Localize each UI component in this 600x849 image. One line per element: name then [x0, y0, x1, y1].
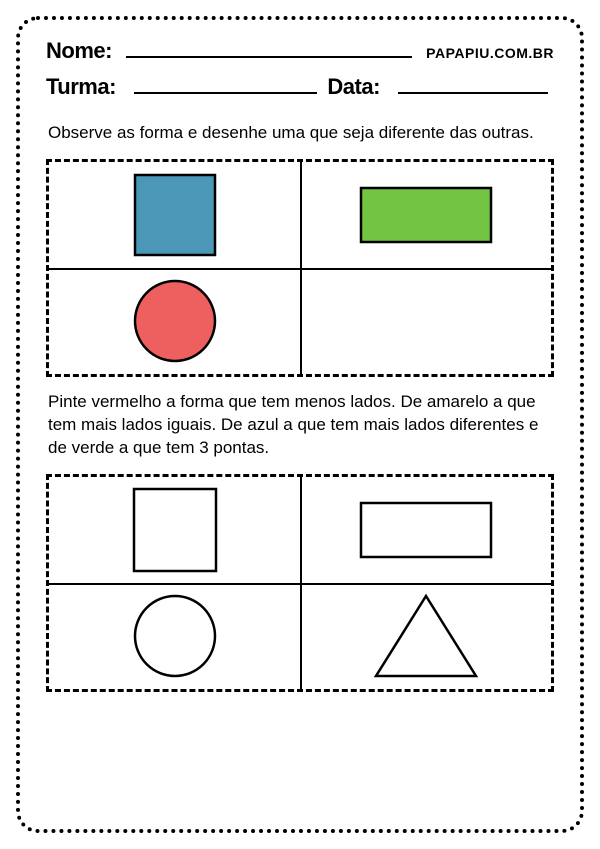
rectangle-shape — [358, 500, 494, 560]
grid-cell — [300, 477, 551, 583]
data-blank-line[interactable] — [398, 76, 548, 94]
data-label: Data: — [327, 74, 380, 100]
header-row-name: Nome: PAPAPIU.COM.BR — [46, 38, 554, 64]
circle-shape — [132, 278, 218, 364]
instruction-1: Observe as forma e desenhe uma que seja … — [48, 122, 552, 145]
content-area: Nome: PAPAPIU.COM.BR Turma: Data: Observ… — [22, 20, 578, 716]
rectangle-shape — [358, 185, 494, 245]
grid-cell — [49, 268, 300, 374]
turma-blank-line[interactable] — [134, 76, 317, 94]
triangle-shape — [373, 593, 479, 679]
grid-cell — [300, 268, 551, 374]
grid-cell — [49, 583, 300, 689]
grid-cell — [49, 477, 300, 583]
instruction-2: Pinte vermelho a forma que tem menos lad… — [48, 391, 552, 460]
name-blank-line[interactable] — [126, 40, 412, 58]
grid-cell — [49, 162, 300, 268]
worksheet-page: Nome: PAPAPIU.COM.BR Turma: Data: Observ… — [0, 0, 600, 849]
brand-text: PAPAPIU.COM.BR — [426, 45, 554, 61]
grid-cell — [300, 162, 551, 268]
shapes-grid-bottom — [46, 474, 554, 692]
grid-cell — [300, 583, 551, 689]
square-shape — [132, 172, 218, 258]
circle-shape — [132, 593, 218, 679]
shapes-grid-top — [46, 159, 554, 377]
square-shape — [131, 486, 219, 574]
header-row-turma-data: Turma: Data: — [46, 74, 554, 100]
name-label: Nome: — [46, 38, 112, 64]
turma-label: Turma: — [46, 74, 116, 100]
